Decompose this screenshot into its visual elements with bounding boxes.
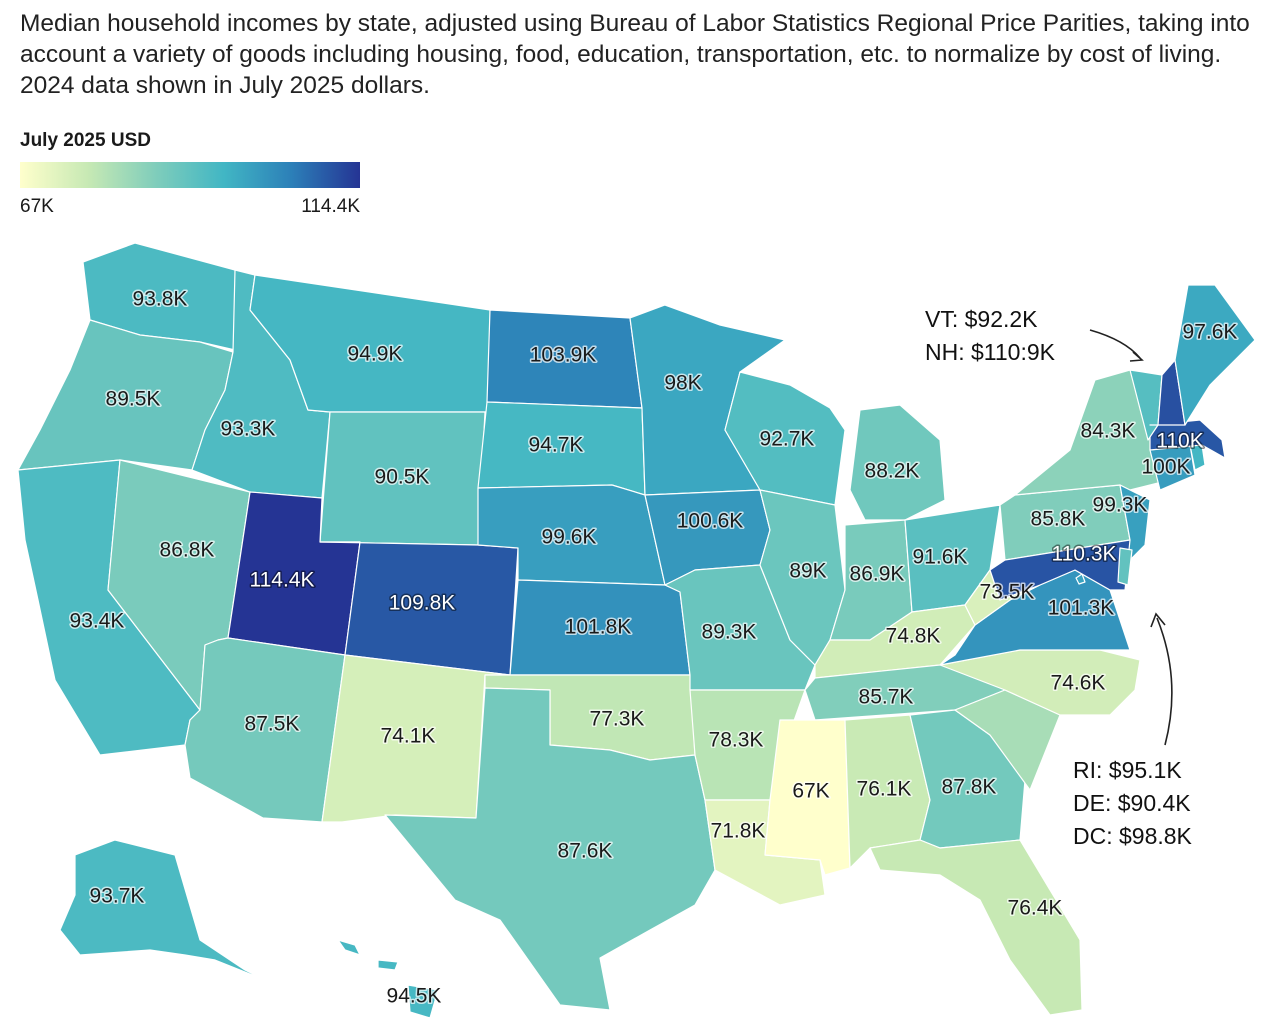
state-tx [384, 687, 716, 1011]
value-label-or: 89.5K [106, 388, 161, 411]
value-label-nm: 74.1K [381, 725, 436, 748]
value-label-id: 93.3K [221, 418, 276, 441]
state-me [1174, 284, 1256, 426]
value-label-ne: 99.6K [542, 526, 597, 549]
state-de [1117, 547, 1133, 586]
value-label-wy: 90.5K [375, 466, 430, 489]
value-label-in: 86.9K [850, 563, 905, 586]
value-label-ia: 100.6K [677, 510, 744, 533]
value-label-fl: 76.4K [1008, 897, 1063, 920]
value-label-hi: 94.5K [387, 985, 442, 1008]
legend-title: July 2025 USD [20, 130, 151, 151]
value-label-me: 97.6K [1183, 321, 1238, 344]
legend-max-label: 114.4K [301, 196, 360, 217]
value-label-ca: 93.4K [70, 610, 125, 633]
value-label-nj: 99.3K [1093, 494, 1148, 517]
value-label-ky: 74.8K [886, 625, 941, 648]
value-label-nc: 74.6K [1051, 672, 1106, 695]
midatlantic-arrow [1156, 617, 1173, 746]
value-label-mn: 98K [664, 372, 701, 395]
value-label-al: 76.1K [857, 778, 912, 801]
state-dc [1075, 573, 1086, 585]
value-label-ms: 67K [792, 780, 829, 803]
note-de: DE: $90.4K [1073, 790, 1191, 816]
value-label-tx: 87.6K [558, 840, 613, 863]
northeast-arrow-head [1129, 351, 1144, 362]
legend-min-label: 67K [20, 196, 54, 217]
legend-gradient-bar [20, 162, 360, 188]
color-legend: July 2025 USD 67K 114.4K [20, 130, 360, 217]
value-label-la: 71.8K [711, 820, 766, 843]
note-vt: VT: $92.2K [925, 306, 1038, 332]
map-title: Median household incomes by state, adjus… [20, 10, 1250, 99]
northeast-arrow [1089, 329, 1141, 359]
value-label-az: 87.5K [245, 713, 300, 736]
value-label-ok: 77.3K [590, 708, 645, 731]
annotations-layer: VT: $92.2K NH: $110:9K RI: $95.1K DE: $9… [925, 306, 1193, 849]
value-label-co: 109.8K [389, 592, 456, 615]
value-label-md: 110.3K [1052, 543, 1117, 566]
value-label-va: 101.3K [1048, 597, 1115, 620]
state-mo [664, 564, 816, 691]
value-label-nd: 103.9K [530, 344, 597, 367]
value-label-ct: 100K [1141, 456, 1190, 479]
value-label-il: 89K [789, 560, 826, 583]
value-label-ks: 101.8K [565, 616, 632, 639]
value-label-mo: 89.3K [702, 621, 757, 644]
value-label-wa: 93.8K [133, 288, 188, 311]
value-label-pa: 85.8K [1031, 508, 1086, 531]
state-sc [954, 689, 1061, 791]
value-label-wi: 92.7K [760, 428, 815, 451]
midatlantic-arrow-head [1150, 612, 1166, 628]
state-ma [1149, 419, 1226, 459]
value-label-nv: 86.8K [160, 539, 215, 562]
value-label-sd: 94.7K [529, 434, 584, 457]
value-label-ny: 84.3K [1081, 420, 1136, 443]
value-label-ga: 87.8K [942, 776, 997, 799]
value-label-oh: 91.6K [913, 546, 968, 569]
value-label-tn: 85.7K [859, 686, 914, 709]
value-label-ar: 78.3K [709, 729, 764, 752]
state-hi [337, 939, 439, 1019]
note-dc: DC: $98.8K [1073, 823, 1193, 849]
value-labels-layer: 93.8K 89.5K 93.4K 86.8K 93.3K 94.9K 90.5K 114.4… [68, 286, 1239, 1009]
state-mi [849, 404, 946, 521]
value-label-ut: 114.4K [250, 569, 315, 592]
value-label-wv: 73.5K [980, 581, 1035, 604]
value-label-ak: 93.7K [90, 885, 145, 908]
states-layer [17, 242, 1256, 1019]
state-ak [59, 839, 266, 981]
value-label-mi: 88.2K [865, 460, 920, 483]
note-ri: RI: $95.1K [1073, 757, 1182, 783]
value-label-mt: 94.9K [348, 343, 403, 366]
state-fl [869, 839, 1083, 1016]
note-nh: NH: $110:9K [925, 339, 1056, 365]
state-nh [1149, 359, 1186, 426]
value-label-ma: 110K [1156, 430, 1204, 453]
